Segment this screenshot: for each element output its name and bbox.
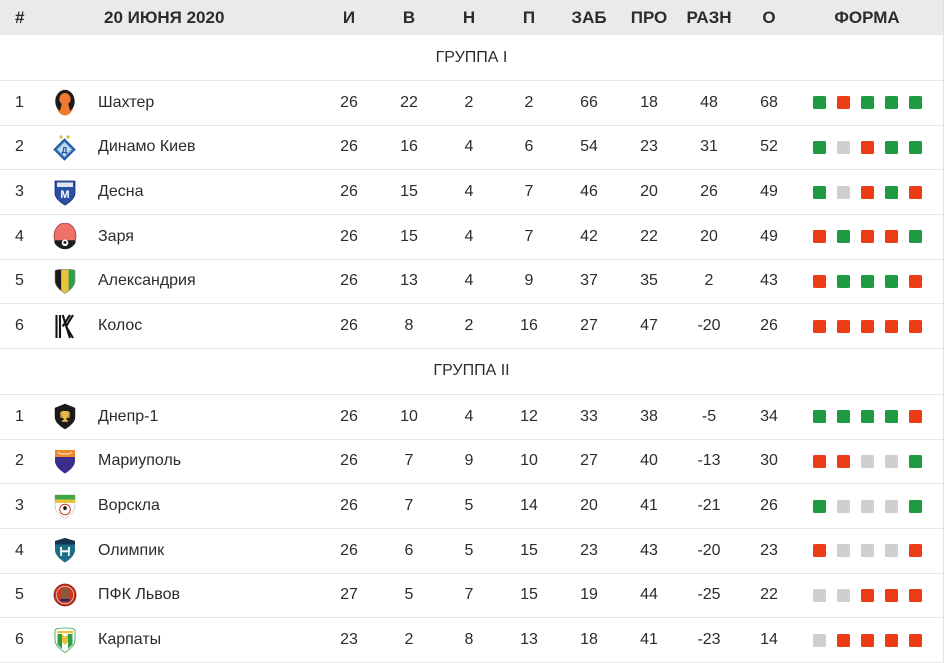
svg-text:Д: Д [62, 146, 68, 155]
svg-text:M: M [60, 189, 69, 201]
